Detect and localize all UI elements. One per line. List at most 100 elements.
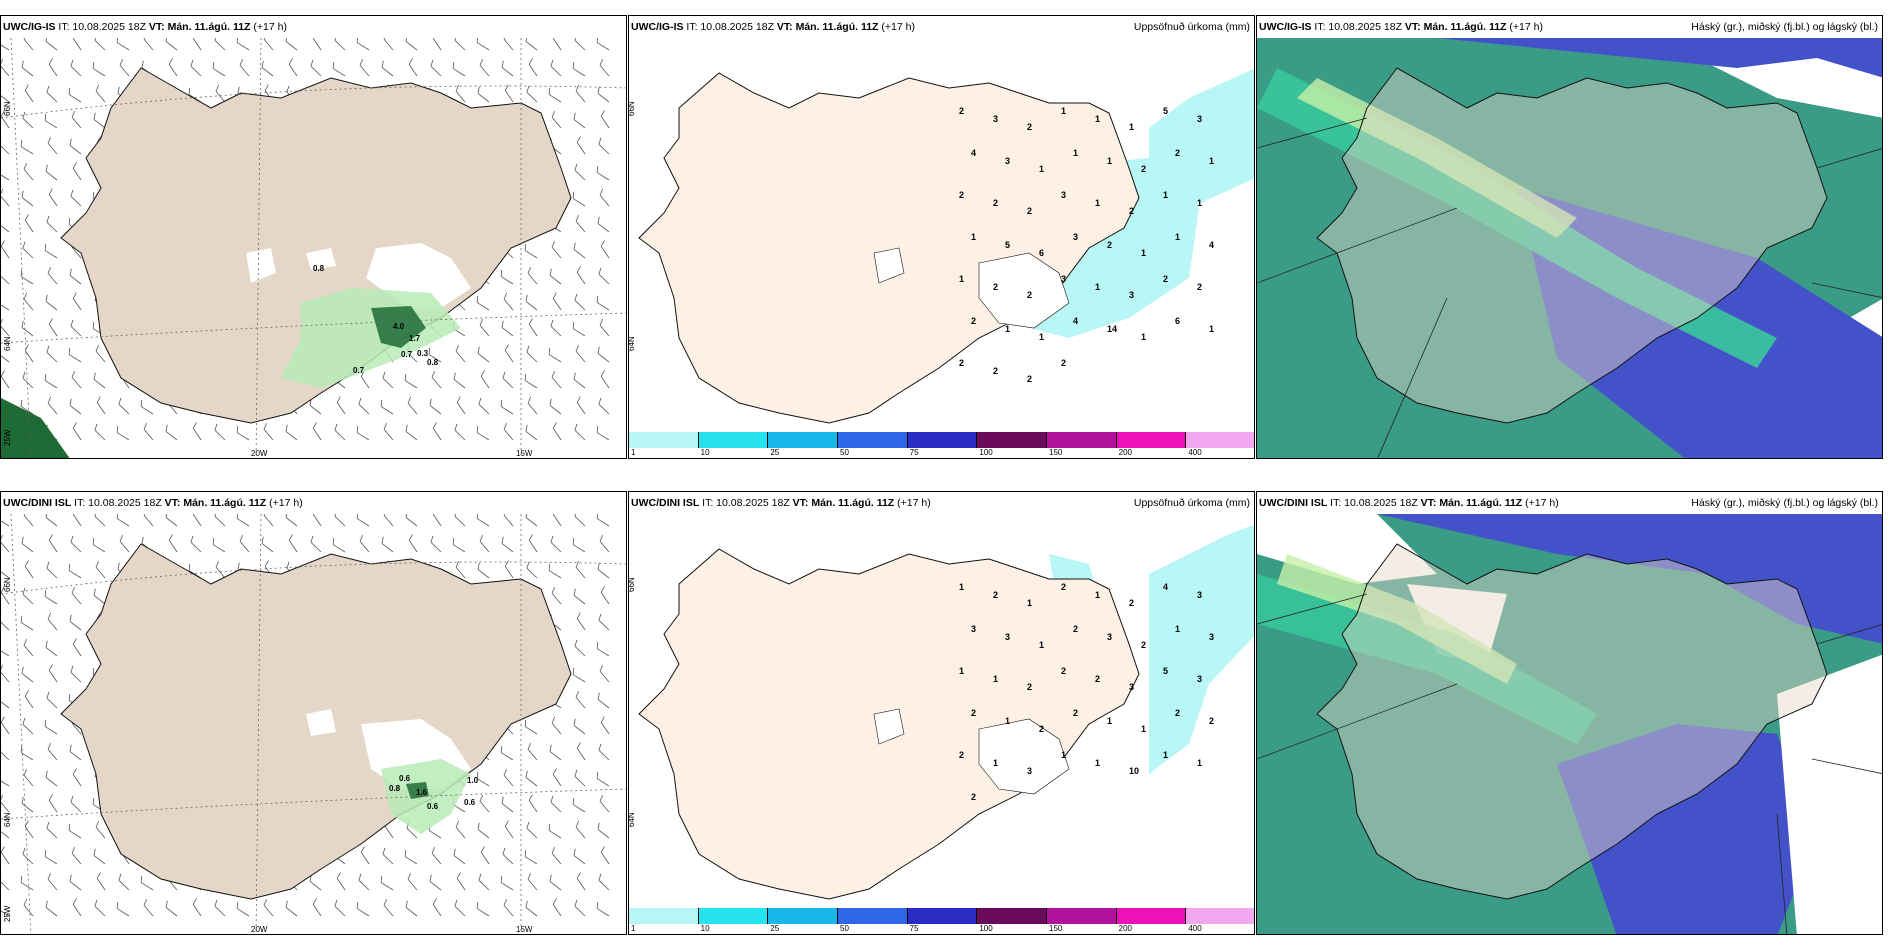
wind-value: 4.0 bbox=[393, 322, 405, 331]
wind-barb bbox=[332, 61, 346, 77]
lat-label: 64N bbox=[3, 812, 12, 827]
precip-value: 3 bbox=[1209, 632, 1215, 642]
wind-barb bbox=[528, 318, 538, 337]
colorbar-tick: 100 bbox=[979, 448, 993, 457]
wind-barb bbox=[48, 318, 58, 337]
precip-value: 3 bbox=[1197, 590, 1203, 600]
wind-barb bbox=[1, 743, 10, 761]
wind-value: 1.0 bbox=[467, 776, 479, 785]
precip-value: 3 bbox=[1107, 632, 1113, 642]
wind-barb bbox=[47, 612, 58, 631]
mid-cloud-blue bbox=[1437, 38, 1882, 78]
wind-barb bbox=[575, 690, 586, 709]
wind-barb bbox=[552, 422, 562, 441]
wind-barb bbox=[574, 423, 586, 441]
wind-barb bbox=[68, 87, 82, 103]
panel-legend-title: Uppsöfnuð úrkoma (mm) bbox=[1133, 492, 1250, 514]
wind-barb bbox=[24, 214, 34, 233]
wind-barb bbox=[597, 346, 610, 363]
wind-barb bbox=[312, 514, 322, 527]
wind-barb bbox=[1, 137, 10, 155]
wind-barb bbox=[70, 665, 82, 683]
wind-barb bbox=[23, 898, 34, 917]
wind-barb bbox=[573, 718, 586, 735]
wind-barb bbox=[23, 768, 34, 787]
wind-barb bbox=[334, 38, 346, 51]
precip-value: 2 bbox=[959, 358, 965, 368]
precip-value: 1 bbox=[1209, 324, 1215, 334]
wind-barb bbox=[551, 110, 562, 129]
wind-barb bbox=[310, 535, 322, 553]
lat-label: 66N bbox=[3, 577, 12, 592]
precip-value: 14 bbox=[1107, 324, 1118, 334]
wind-barb bbox=[479, 58, 490, 77]
wind-barb bbox=[476, 771, 490, 787]
lat-label: 64N bbox=[628, 336, 636, 351]
wind-barb bbox=[504, 344, 514, 363]
wind-panel-top: UWC/IG-IS IT: 10.08.2025 18Z VT: Mán. 11… bbox=[0, 15, 627, 459]
wind-value: 0.8 bbox=[389, 784, 401, 793]
wind-barb bbox=[455, 84, 466, 103]
wind-barb bbox=[549, 744, 562, 761]
precip-value: 1 bbox=[1095, 590, 1101, 600]
wind-barb bbox=[596, 771, 610, 787]
wind-barb bbox=[1, 778, 10, 787]
wind-barb bbox=[356, 901, 370, 917]
wind-barb bbox=[428, 347, 442, 363]
precip-value: 1 bbox=[1061, 750, 1067, 760]
wind-barb bbox=[454, 38, 466, 51]
precip-map bbox=[638, 524, 1254, 900]
wind-barb bbox=[116, 514, 130, 527]
wind-barb bbox=[45, 38, 58, 51]
wind-barb bbox=[597, 86, 610, 103]
precip-value: 1 bbox=[1175, 624, 1181, 634]
precip-value: 1 bbox=[959, 274, 965, 284]
glacier bbox=[246, 248, 276, 283]
wind-barb bbox=[549, 268, 562, 285]
wind-barb bbox=[356, 425, 370, 441]
wind-barb bbox=[214, 514, 226, 527]
wind-barb bbox=[45, 900, 58, 917]
precip-value: 2 bbox=[971, 792, 977, 802]
wind-barb bbox=[454, 899, 466, 917]
cloud-panel-top: UWC/IG-IS IT: 10.08.2025 18Z VT: Mán. 11… bbox=[1256, 15, 1883, 459]
wind-barb bbox=[47, 266, 58, 285]
wind-barb bbox=[574, 639, 586, 657]
lat-label: 66N bbox=[628, 101, 636, 116]
wind-barb bbox=[1, 716, 10, 735]
wind-barb bbox=[116, 425, 130, 441]
wind-barb bbox=[597, 692, 610, 709]
wind-barb bbox=[215, 84, 226, 103]
wind-barb bbox=[455, 344, 466, 363]
panel-legend-title: Háský (gr.), miðský (fj.bl.) og lágský (… bbox=[1691, 492, 1878, 514]
precip-value: 1 bbox=[1107, 156, 1113, 166]
wind-barb bbox=[44, 243, 58, 259]
wind-barb bbox=[576, 872, 586, 891]
precip-value: 1 bbox=[1141, 724, 1147, 734]
precip-value: 6 bbox=[1039, 248, 1045, 258]
precip-value: 2 bbox=[959, 750, 965, 760]
precip-value: 4 bbox=[1163, 582, 1169, 592]
precip-value: 5 bbox=[1005, 240, 1011, 250]
wind-barb bbox=[407, 872, 418, 891]
wind-barb bbox=[22, 241, 34, 259]
wind-value: 0.6 bbox=[464, 798, 476, 807]
precip-colorbar: 1 10 25 50 75 100 150 200 400 bbox=[629, 432, 1254, 458]
precip-area bbox=[1149, 68, 1254, 208]
precip-value: 2 bbox=[1107, 240, 1113, 250]
wind-barb bbox=[500, 399, 514, 415]
wind-barb bbox=[48, 188, 58, 207]
wind-barb bbox=[524, 243, 538, 259]
wind-value: 0.3 bbox=[417, 349, 429, 358]
wind-barb bbox=[596, 641, 610, 657]
wind-barb bbox=[336, 396, 346, 415]
wind-barb bbox=[383, 38, 394, 51]
wind-barb bbox=[1, 42, 10, 51]
wind-barb bbox=[552, 514, 562, 527]
precip-value: 1 bbox=[1107, 716, 1113, 726]
precip-value: 1 bbox=[993, 674, 999, 684]
precip-value: 3 bbox=[1197, 674, 1203, 684]
precip-value: 3 bbox=[971, 624, 977, 634]
wind-barb bbox=[572, 61, 586, 77]
wind-barb bbox=[143, 898, 154, 917]
